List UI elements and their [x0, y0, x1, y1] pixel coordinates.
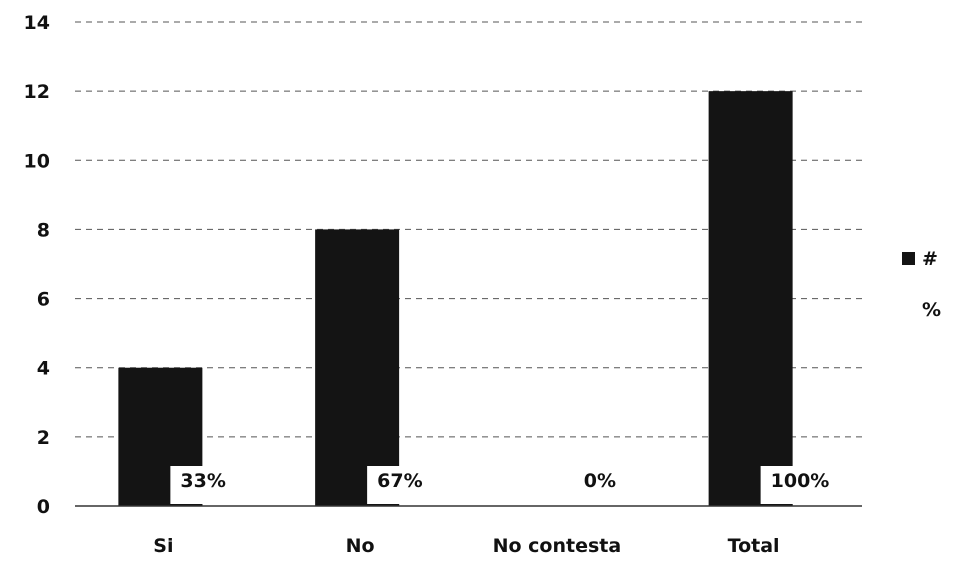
y-tick-label: 0	[37, 496, 50, 518]
bar-count	[315, 229, 400, 506]
category-label: No contesta	[493, 535, 622, 557]
percent-label-backdrop	[563, 466, 634, 504]
y-tick-label: 12	[24, 81, 50, 103]
percent-data-label: 67%	[377, 470, 422, 492]
labels: 0 2 4 6 8 10 12 14 33% Si 67% No 0% No contesta 100% To…	[24, 12, 831, 557]
percent-data-label: 0%	[584, 470, 616, 492]
y-tick-label: 8	[37, 219, 50, 241]
percent-label-backdrop	[760, 466, 831, 504]
legend-swatch-count	[902, 252, 915, 265]
percent-data-label: 100%	[771, 470, 830, 492]
y-tick-label: 2	[37, 427, 50, 449]
category-label: No	[346, 535, 375, 557]
percent-label-backdrop	[367, 466, 438, 504]
y-tick-label: 4	[37, 358, 50, 380]
percent-label-backdrop	[170, 466, 241, 504]
legend-label-percent: %	[922, 299, 941, 321]
category-label: Si	[153, 535, 173, 557]
y-tick-label: 6	[37, 289, 50, 311]
percent-data-label: 33%	[180, 470, 225, 492]
legend-label-count: #	[922, 248, 938, 270]
legend: #%	[902, 248, 941, 321]
y-tick-label: 10	[24, 150, 50, 172]
category-label: Total	[728, 535, 780, 557]
y-tick-label: 14	[24, 12, 50, 34]
bar-count	[708, 91, 793, 507]
